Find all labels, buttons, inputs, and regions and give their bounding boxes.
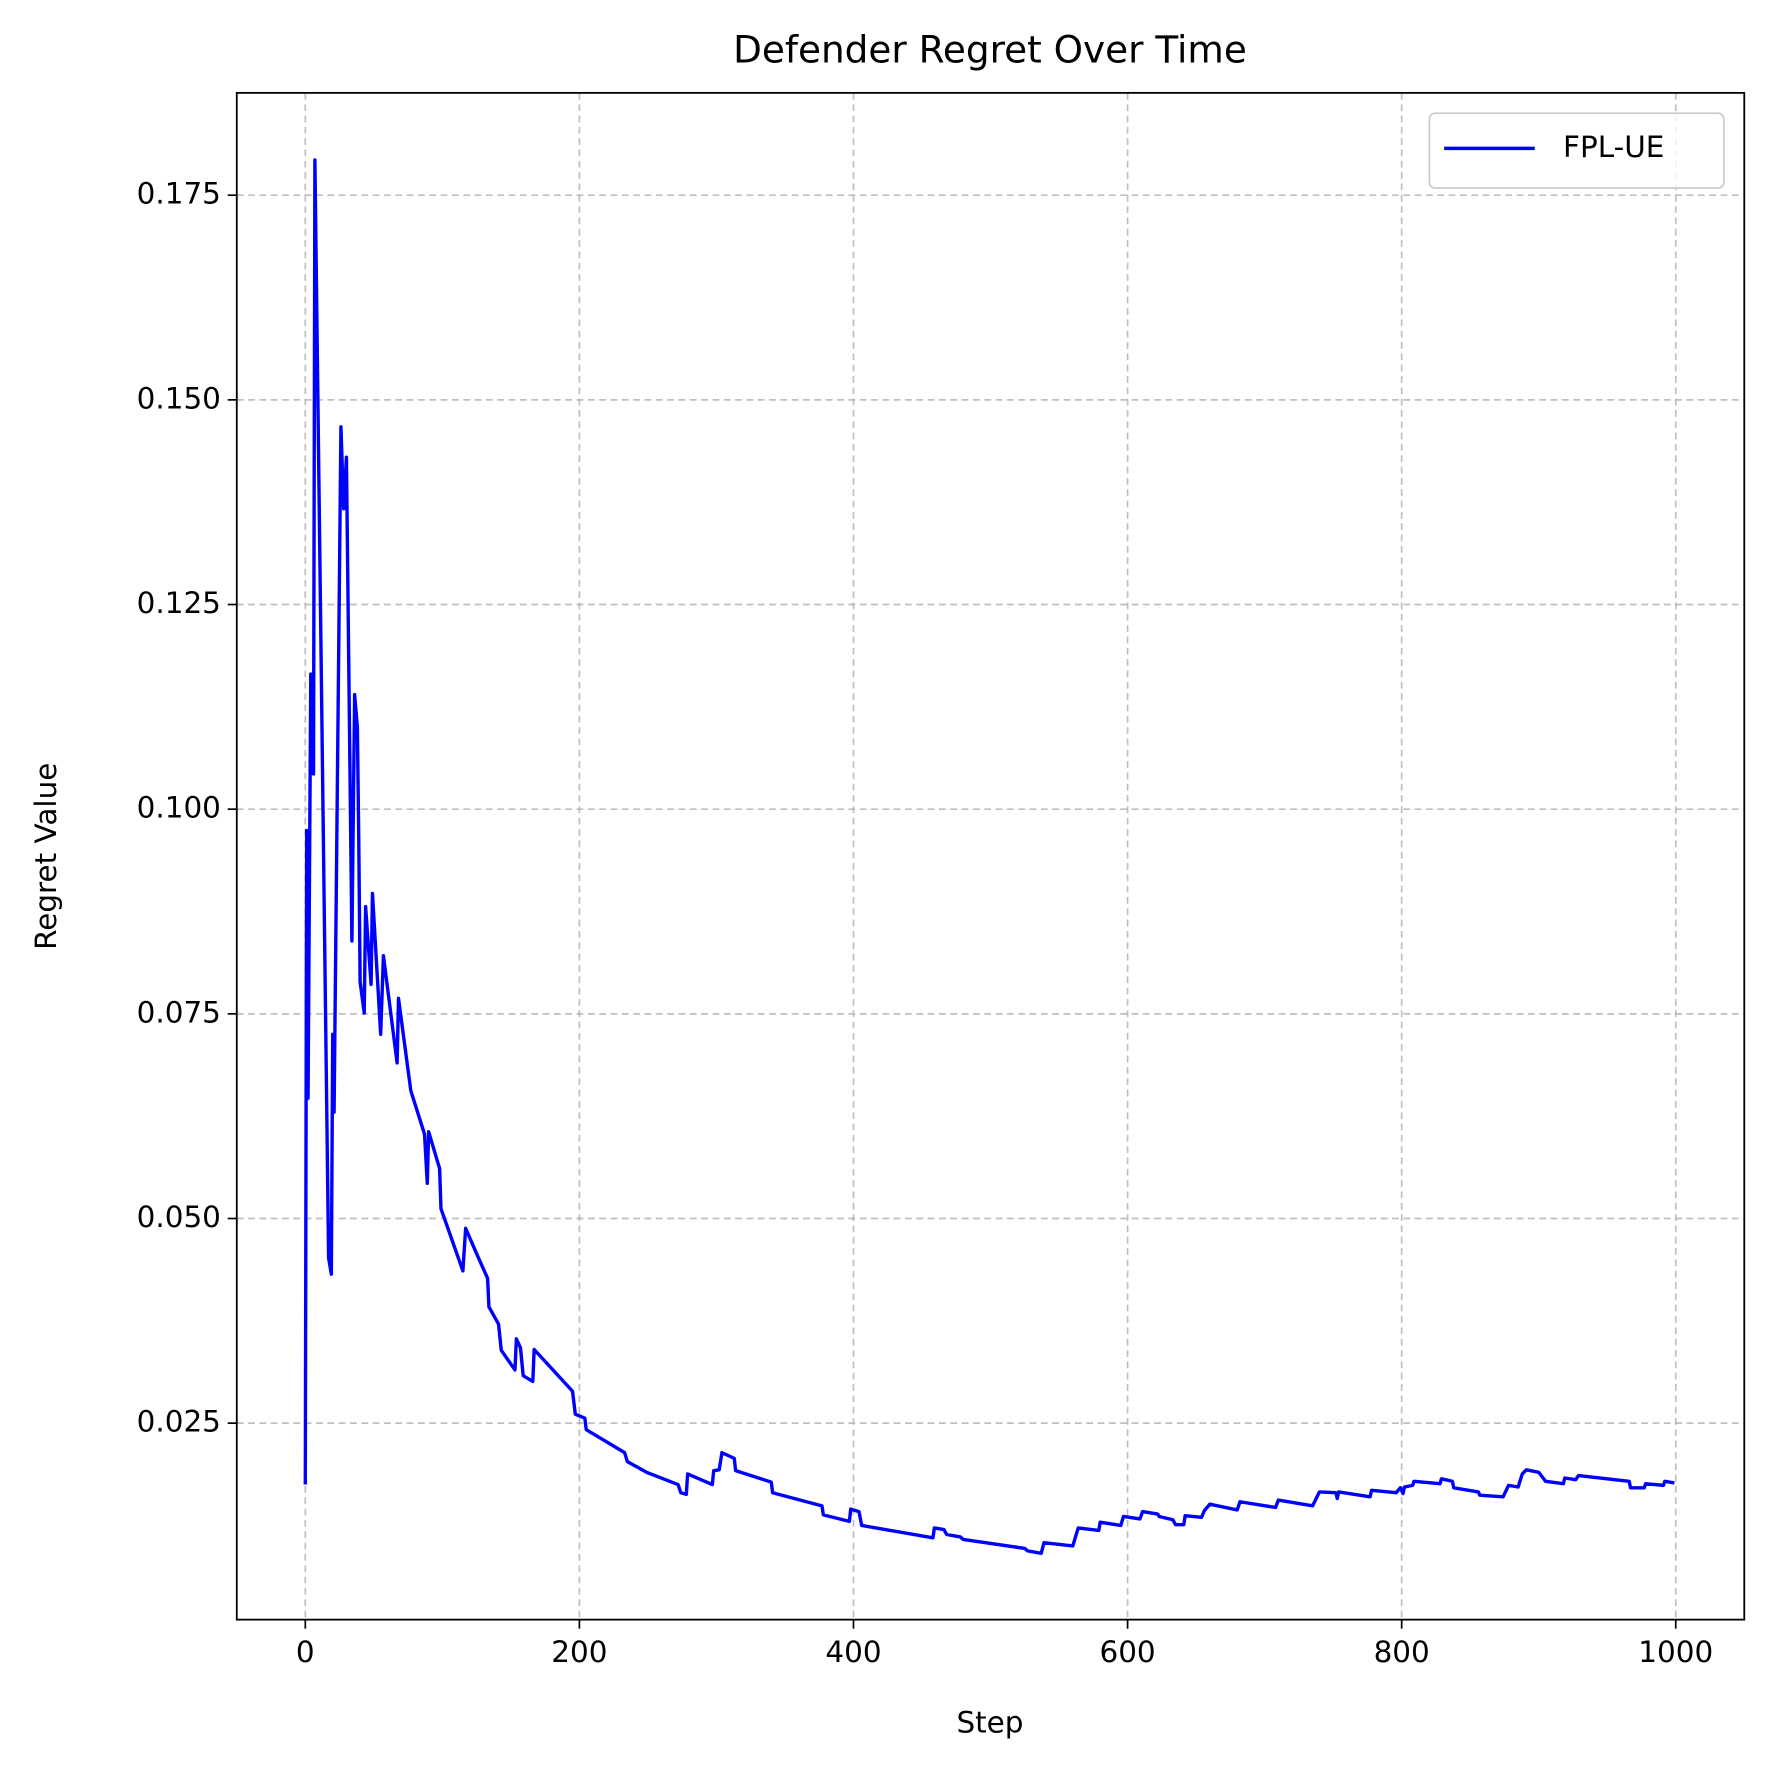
y-tick-label: 0.025 [137,1405,221,1439]
plot-frame [235,91,1746,1621]
grid [236,92,1745,1620]
x-tick-label: 800 [1374,1635,1430,1669]
x-tick-label: 0 [296,1635,315,1669]
y-tick-label: 0.150 [137,381,221,415]
x-tick-label: 200 [551,1635,607,1669]
legend: FPL-UE [1428,112,1725,189]
y-axis-label: Regret Value [29,763,63,950]
x-tick-label: 600 [1099,1635,1155,1669]
plot [303,158,1675,1556]
x-axis-label: Step [956,1705,1023,1739]
y-tick-label: 0.075 [137,995,221,1029]
legend-label: FPL-UE [1563,130,1664,164]
y-tick-label: 0.175 [137,177,221,211]
y-tick-label: 0.050 [137,1200,221,1234]
x-tick-label: 400 [825,1635,881,1669]
x-tick-label: 1000 [1638,1635,1713,1669]
y-tick-label: 0.125 [137,586,221,620]
chart-title: Defender Regret Over Time [733,28,1247,72]
legend-box [1428,112,1725,189]
y-tick-label: 0.100 [137,791,221,825]
data-line [303,158,1675,1556]
